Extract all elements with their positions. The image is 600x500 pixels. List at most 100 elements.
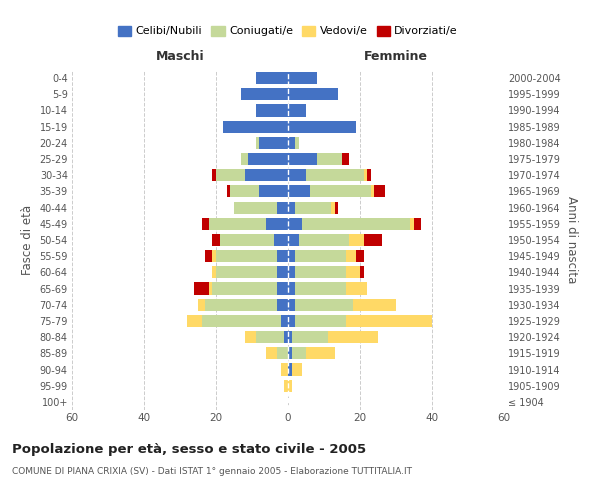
Bar	[288, 348, 292, 360]
Bar	[288, 120, 356, 132]
Bar	[216, 169, 245, 181]
Text: Maschi: Maschi	[155, 50, 205, 63]
Bar	[277, 282, 288, 294]
Bar	[212, 250, 216, 262]
Bar	[288, 380, 292, 392]
Bar	[209, 282, 212, 294]
Bar	[295, 282, 346, 294]
Bar	[277, 202, 288, 213]
Bar	[274, 234, 288, 246]
Bar	[284, 380, 288, 392]
Bar	[281, 364, 288, 376]
Bar	[205, 250, 212, 262]
Bar	[288, 364, 292, 376]
Bar	[364, 169, 367, 181]
Bar	[328, 331, 378, 343]
Bar	[310, 186, 371, 198]
Bar	[248, 153, 288, 165]
Bar	[209, 218, 266, 230]
Bar	[288, 315, 295, 327]
Bar	[288, 331, 292, 343]
Bar	[277, 266, 288, 278]
Bar	[284, 331, 288, 343]
Bar	[266, 348, 277, 360]
Bar	[223, 120, 288, 132]
Bar	[295, 250, 346, 262]
Bar	[277, 348, 288, 360]
Bar	[205, 298, 277, 311]
Text: Femmine: Femmine	[364, 50, 428, 63]
Bar	[288, 202, 295, 213]
Bar	[302, 218, 410, 230]
Bar	[256, 104, 288, 117]
Bar	[212, 234, 220, 246]
Bar	[374, 186, 385, 198]
Y-axis label: Fasce di età: Fasce di età	[21, 205, 34, 275]
Bar	[360, 266, 364, 278]
Bar	[342, 153, 349, 165]
Bar	[335, 202, 338, 213]
Bar	[241, 88, 288, 101]
Bar	[245, 169, 288, 181]
Bar	[346, 315, 432, 327]
Bar	[356, 250, 364, 262]
Bar	[194, 282, 209, 294]
Bar	[288, 298, 295, 311]
Bar	[234, 202, 277, 213]
Bar	[346, 282, 367, 294]
Bar	[410, 218, 414, 230]
Bar	[227, 186, 230, 198]
Text: Popolazione per età, sesso e stato civile - 2005: Popolazione per età, sesso e stato civil…	[12, 442, 366, 456]
Bar	[295, 266, 346, 278]
Bar	[277, 250, 288, 262]
Bar	[288, 72, 317, 84]
Bar	[256, 331, 284, 343]
Bar	[299, 234, 349, 246]
Bar	[220, 234, 274, 246]
Bar	[292, 331, 328, 343]
Bar	[288, 234, 299, 246]
Bar	[230, 186, 259, 198]
Bar	[212, 266, 216, 278]
Bar	[353, 298, 396, 311]
Y-axis label: Anni di nascita: Anni di nascita	[565, 196, 578, 284]
Bar	[245, 331, 256, 343]
Bar	[306, 169, 364, 181]
Legend: Celibi/Nubili, Coniugati/e, Vedovi/e, Divorziati/e: Celibi/Nubili, Coniugati/e, Vedovi/e, Di…	[113, 21, 463, 41]
Text: COMUNE DI PIANA CRIXIA (SV) - Dati ISTAT 1° gennaio 2005 - Elaborazione TUTTITAL: COMUNE DI PIANA CRIXIA (SV) - Dati ISTAT…	[12, 468, 412, 476]
Bar	[414, 218, 421, 230]
Bar	[295, 137, 299, 149]
Bar	[317, 153, 342, 165]
Bar	[256, 137, 259, 149]
Bar	[202, 315, 281, 327]
Bar	[331, 202, 335, 213]
Bar	[288, 266, 295, 278]
Bar	[367, 169, 371, 181]
Bar	[259, 186, 288, 198]
Bar	[292, 348, 306, 360]
Bar	[288, 186, 310, 198]
Bar	[288, 218, 302, 230]
Bar	[288, 104, 306, 117]
Bar	[292, 364, 302, 376]
Bar	[371, 186, 374, 198]
Bar	[349, 234, 364, 246]
Bar	[281, 315, 288, 327]
Bar	[259, 137, 288, 149]
Bar	[288, 137, 295, 149]
Bar	[216, 250, 277, 262]
Bar	[295, 298, 353, 311]
Bar	[346, 266, 360, 278]
Bar	[241, 153, 248, 165]
Bar	[277, 298, 288, 311]
Bar	[306, 348, 335, 360]
Bar	[187, 315, 202, 327]
Bar	[212, 169, 216, 181]
Bar	[216, 266, 277, 278]
Bar	[266, 218, 288, 230]
Bar	[198, 298, 205, 311]
Bar	[288, 153, 317, 165]
Bar	[364, 234, 382, 246]
Bar	[288, 250, 295, 262]
Bar	[288, 282, 295, 294]
